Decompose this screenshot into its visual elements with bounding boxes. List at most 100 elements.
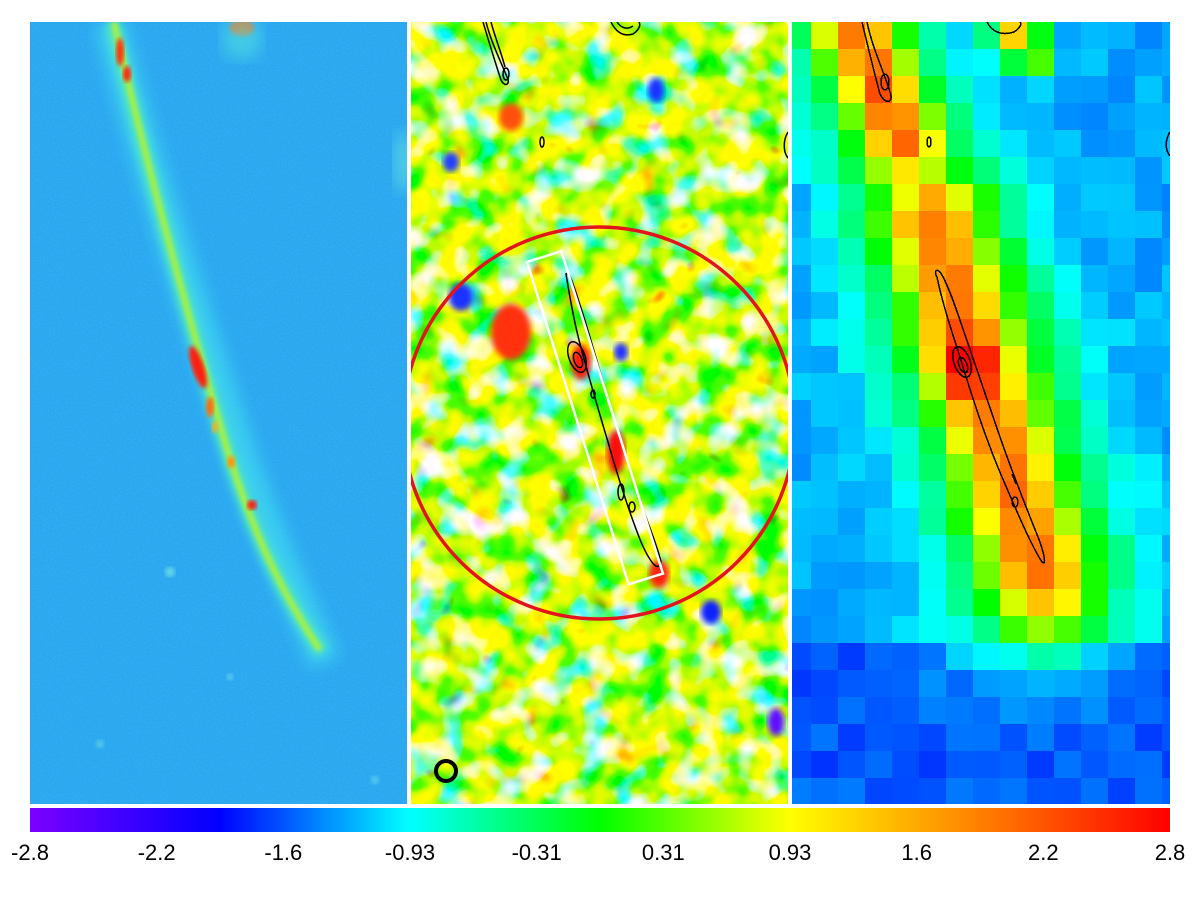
- map-pixel: [792, 481, 811, 508]
- map-pixel: [811, 589, 838, 616]
- map-pixel: [919, 643, 946, 670]
- map-pixel: [811, 346, 838, 373]
- map-pixel: [1108, 346, 1135, 373]
- map-pixel: [811, 157, 838, 184]
- map-pixel: [811, 319, 838, 346]
- map-pixel: [838, 49, 865, 76]
- map-pixel: [973, 22, 1000, 49]
- map-pixel: [973, 670, 1000, 697]
- map-pixel: [919, 589, 946, 616]
- map-pixel: [1162, 562, 1170, 589]
- map-pixel: [865, 211, 892, 238]
- map-pixel: [1162, 22, 1170, 49]
- map-pixel: [811, 751, 838, 778]
- map-pixel: [892, 103, 919, 130]
- map-pixel: [865, 535, 892, 562]
- map-pixel: [1108, 22, 1135, 49]
- map-pixel: [1162, 427, 1170, 454]
- colorbar-tick-label: 1.6: [901, 840, 932, 865]
- map-pixel: [811, 103, 838, 130]
- map-pixel: [865, 373, 892, 400]
- map-pixel: [1081, 481, 1108, 508]
- map-pixel: [865, 157, 892, 184]
- map-pixel: [892, 292, 919, 319]
- map-pixel: [892, 643, 919, 670]
- map-pixel: [946, 724, 973, 751]
- map-pixel: [1054, 670, 1081, 697]
- map-pixel: [1135, 130, 1162, 157]
- map-pixel: [865, 724, 892, 751]
- map-pixel: [792, 238, 811, 265]
- map-pixel: [838, 427, 865, 454]
- colorbar: [30, 808, 1170, 832]
- map-pixel: [865, 130, 892, 157]
- map-pixel: [973, 76, 1000, 103]
- map-pixel: [1135, 643, 1162, 670]
- map-pixel: [792, 76, 811, 103]
- map-pixel: [1054, 346, 1081, 373]
- map-pixel: [811, 211, 838, 238]
- map-pixel: [1081, 454, 1108, 481]
- map-pixel: [1027, 130, 1054, 157]
- map-pixel: [1081, 76, 1108, 103]
- colorbar-tick-label: -0.31: [511, 840, 562, 865]
- map-pixel: [1135, 535, 1162, 562]
- map-pixel: [1054, 481, 1081, 508]
- map-pixel: [919, 616, 946, 643]
- map-pixel: [1135, 346, 1162, 373]
- map-pixel: [838, 130, 865, 157]
- map-pixel: [946, 400, 973, 427]
- map-pixel: [1162, 157, 1170, 184]
- map-pixel: [1000, 589, 1027, 616]
- map-pixel: [1054, 643, 1081, 670]
- map-pixel: [1027, 562, 1054, 589]
- map-pixel: [1054, 373, 1081, 400]
- map-pixel: [838, 670, 865, 697]
- map-pixel: [865, 454, 892, 481]
- map-pixel: [919, 346, 946, 373]
- map-pixel: [919, 724, 946, 751]
- map-pixel: [792, 535, 811, 562]
- map-pixel: [792, 427, 811, 454]
- map-pixel: [838, 481, 865, 508]
- colorbar-tick-labels: -2.8 -2.2 -1.6 -0.93 -0.31 0.31 0.93 1.6…: [0, 840, 1200, 880]
- map-pixel: [946, 103, 973, 130]
- map-pixel: [1135, 157, 1162, 184]
- map-pixel: [892, 22, 919, 49]
- map-pixel: [946, 157, 973, 184]
- map-pixel: [838, 346, 865, 373]
- map-pixel: [892, 130, 919, 157]
- map-pixel: [1135, 22, 1162, 49]
- map-pixel: [973, 184, 1000, 211]
- map-pixel: [946, 751, 973, 778]
- map-pixel: [865, 400, 892, 427]
- map-pixel: [1054, 184, 1081, 211]
- map-pixel: [1000, 751, 1027, 778]
- map-pixel: [1054, 778, 1081, 804]
- low-resolution-map-panel: [792, 22, 1170, 804]
- map-pixel: [892, 427, 919, 454]
- map-pixel: [838, 103, 865, 130]
- map-pixel: [1000, 22, 1027, 49]
- map-pixel: [973, 616, 1000, 643]
- map-pixel: [919, 778, 946, 804]
- map-pixel: [892, 265, 919, 292]
- map-pixel: [792, 346, 811, 373]
- map-pixel: [838, 778, 865, 804]
- map-pixel: [1162, 454, 1170, 481]
- contour-lines: [861, 22, 1170, 564]
- map-pixel: [811, 130, 838, 157]
- map-pixel: [1135, 49, 1162, 76]
- map-pixel: [1135, 76, 1162, 103]
- map-pixel: [1027, 157, 1054, 184]
- map-pixel: [973, 778, 1000, 804]
- map-pixel: [919, 211, 946, 238]
- map-pixel: [1027, 22, 1054, 49]
- map-pixel: [1054, 400, 1081, 427]
- map-pixel: [973, 319, 1000, 346]
- map-pixel: [1108, 535, 1135, 562]
- map-pixel: [811, 697, 838, 724]
- map-pixel: [1000, 373, 1027, 400]
- map-pixel: [946, 643, 973, 670]
- map-pixel: [973, 427, 1000, 454]
